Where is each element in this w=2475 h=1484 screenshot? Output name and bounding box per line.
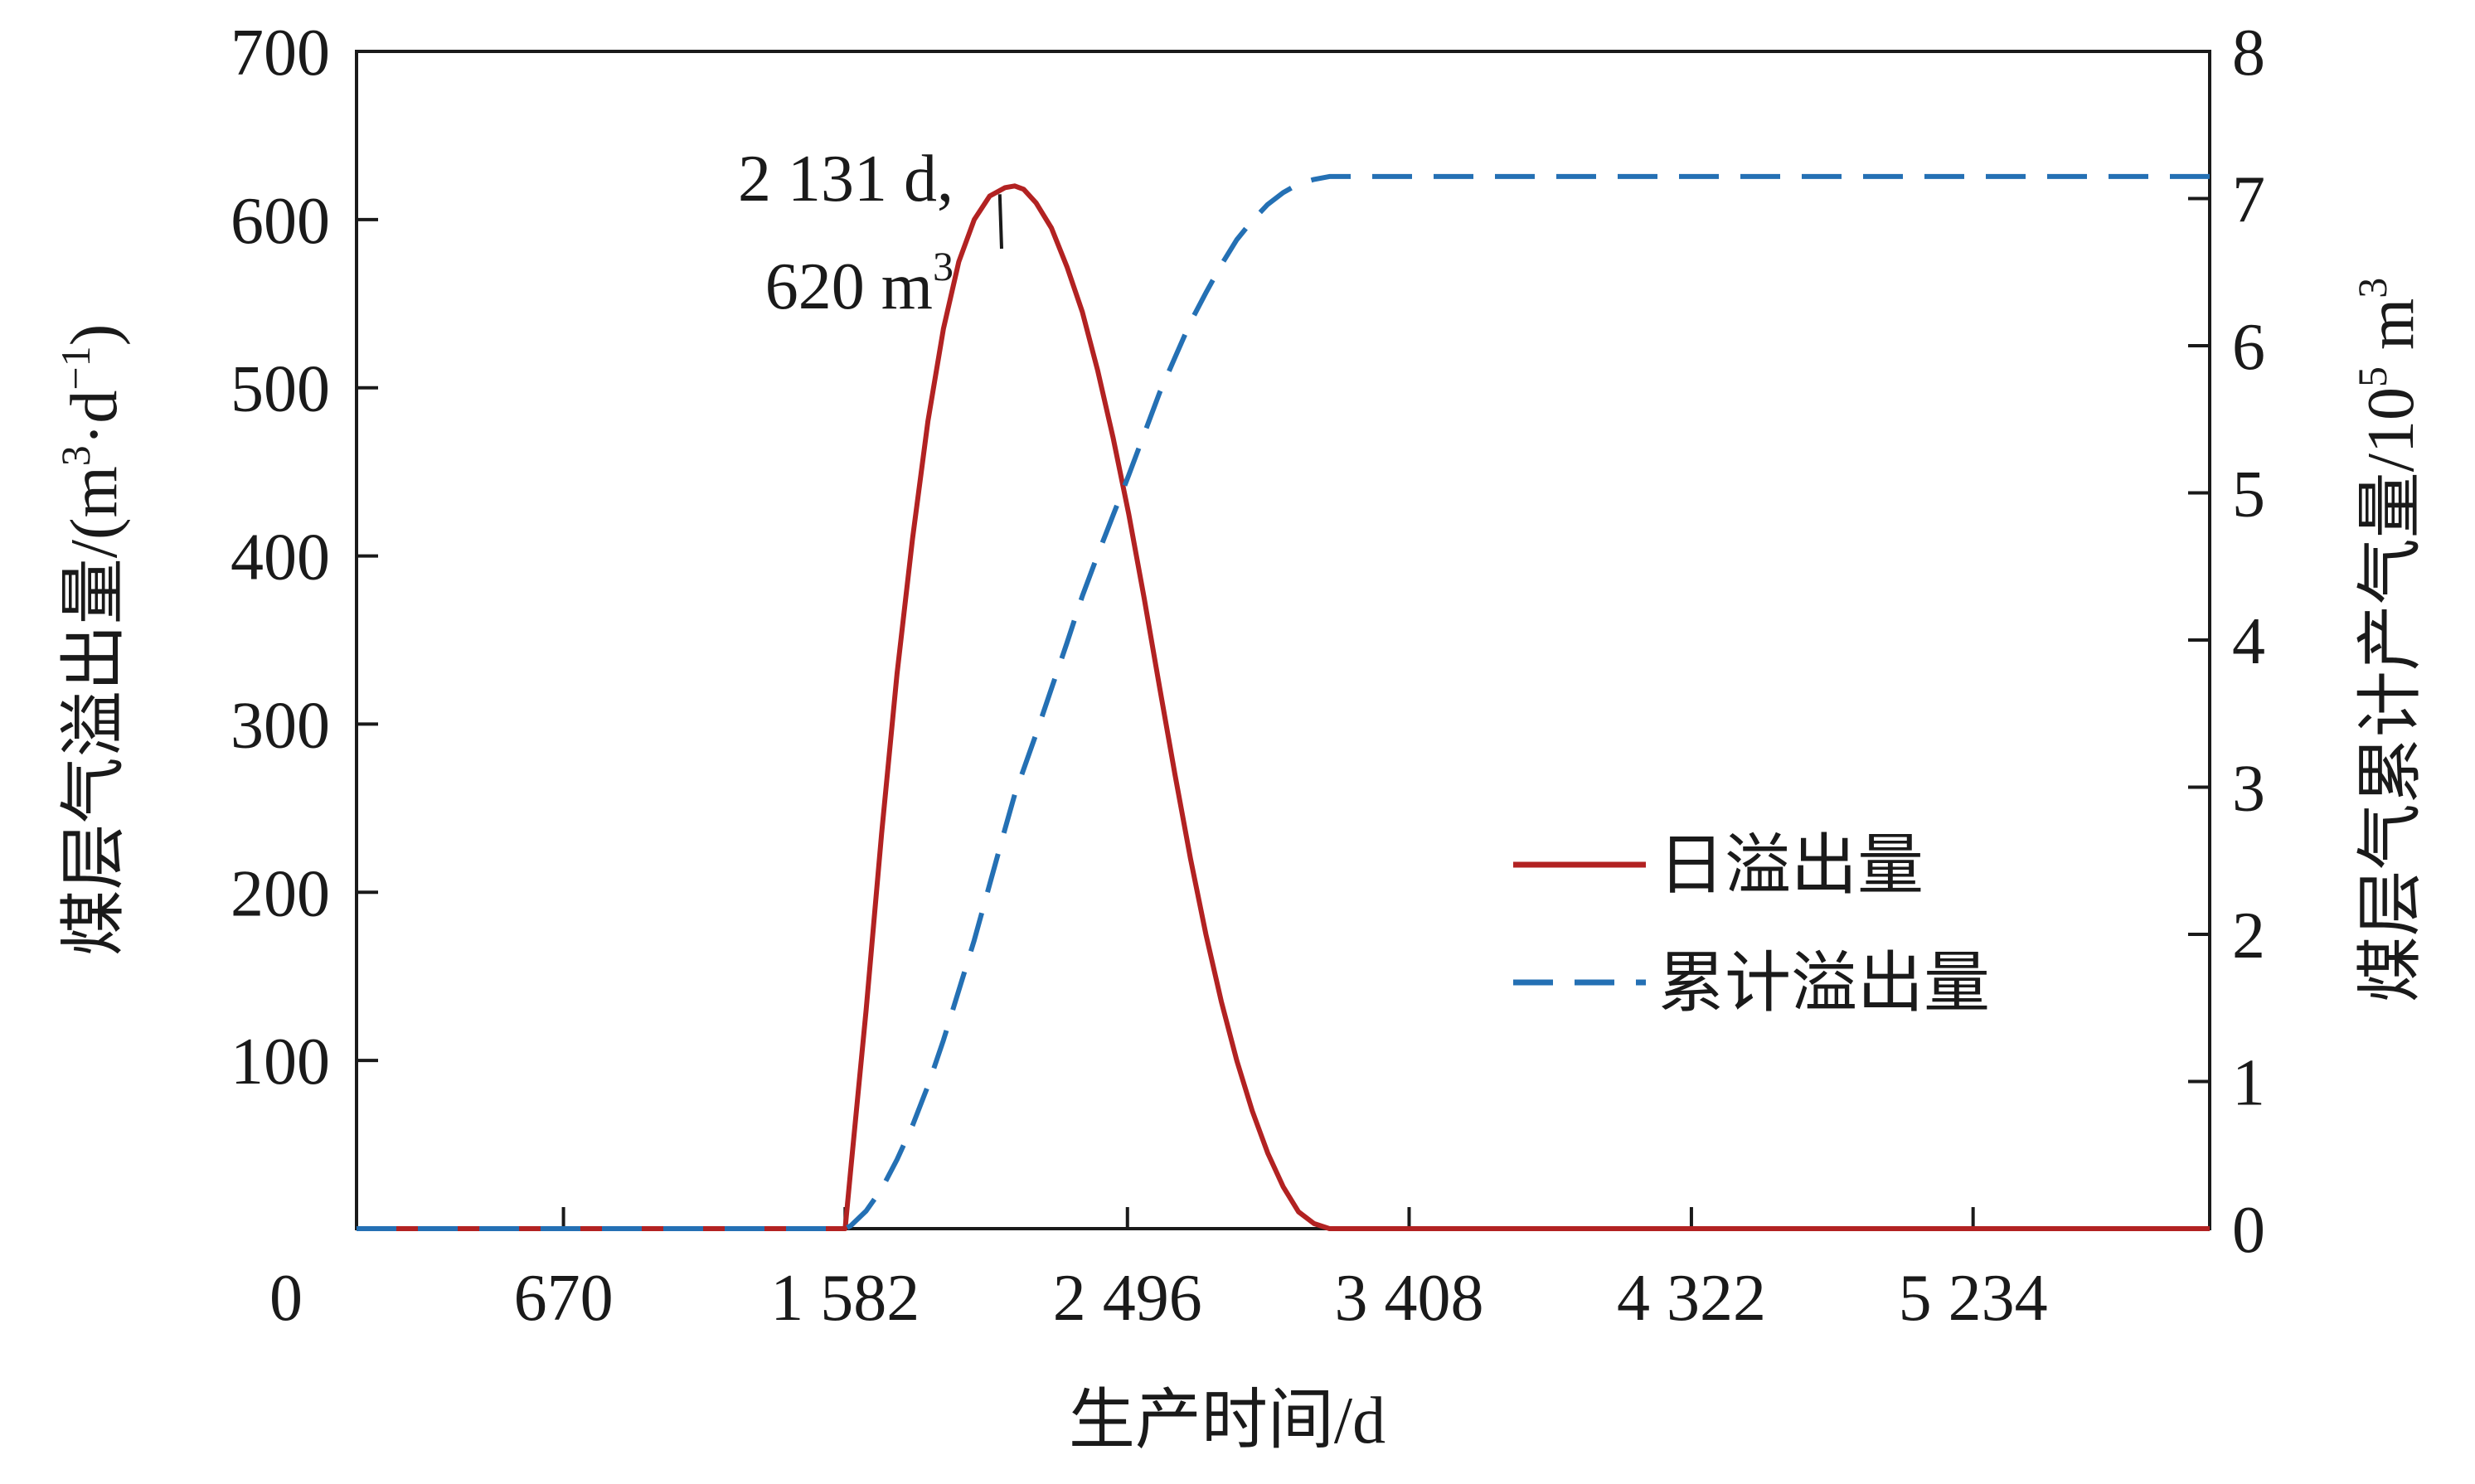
annotation-leader-line [997,194,1003,250]
x-tick-label: 3 408 [1334,1262,1483,1335]
plot-frame [355,50,2211,1230]
y-right-axis-title: 煤层气累计产气量/105 m3 [2349,278,2428,1002]
y-left-tick-label: 300 [231,689,330,762]
y-right-tick-label: 6 [2232,311,2265,384]
series-lines [357,173,2210,1231]
y-right-tick-label: 5 [2232,458,2265,531]
y-left-axis-title: 煤层气溢出量/(m3·d−1) [52,324,131,957]
y-right-tick-label: 3 [2232,753,2265,826]
ticks [357,50,2210,1229]
y-right-tick-label: 7 [2232,164,2265,237]
annotation-line-2: 620 m3 [765,243,954,323]
x-tick-label: 2 496 [1053,1262,1202,1335]
y-left-tick-label: 600 [231,185,330,258]
y-right-tick-label: 4 [2232,605,2265,678]
legend-label-daily: 日溢出量 [1658,830,1924,903]
annotation-line-1: 2 131 d, [738,143,954,216]
legend-label-cumulative: 累计溢出量 [1658,948,1990,1021]
y-left-tick-label: 200 [231,857,330,930]
legend: 日溢出量 累计溢出量 [1513,830,1990,1021]
series-line-cumulative [357,173,2210,1231]
y-left-tick-label: 100 [231,1026,330,1098]
y-right-tick-label: 0 [2232,1194,2265,1267]
series-line-daily [357,183,2210,1231]
y-left-tick-label: 500 [231,353,330,426]
tick-labels: 0 670 1 582 2 496 3 408 4 322 5 23410020030040… [231,17,2265,1335]
x-tick-label: 4 322 [1617,1262,1766,1335]
y-left-tick-label: 700 [231,17,330,90]
x-axis-title: 生产时间/d [1069,1385,1386,1457]
y-right-tick-label: 2 [2232,900,2265,972]
y-right-tick-label: 8 [2232,17,2265,90]
x-tick-label: 5 234 [1899,1262,2048,1335]
x-tick-label: 1 582 [770,1262,920,1335]
y-left-tick-label: 400 [231,521,330,594]
x-tick-label: 0 [269,1262,303,1335]
y-right-tick-label: 1 [2232,1047,2265,1120]
peak-annotation: 2 131 d, 620 m3 [738,143,1003,323]
x-tick-label: 670 [514,1262,614,1335]
